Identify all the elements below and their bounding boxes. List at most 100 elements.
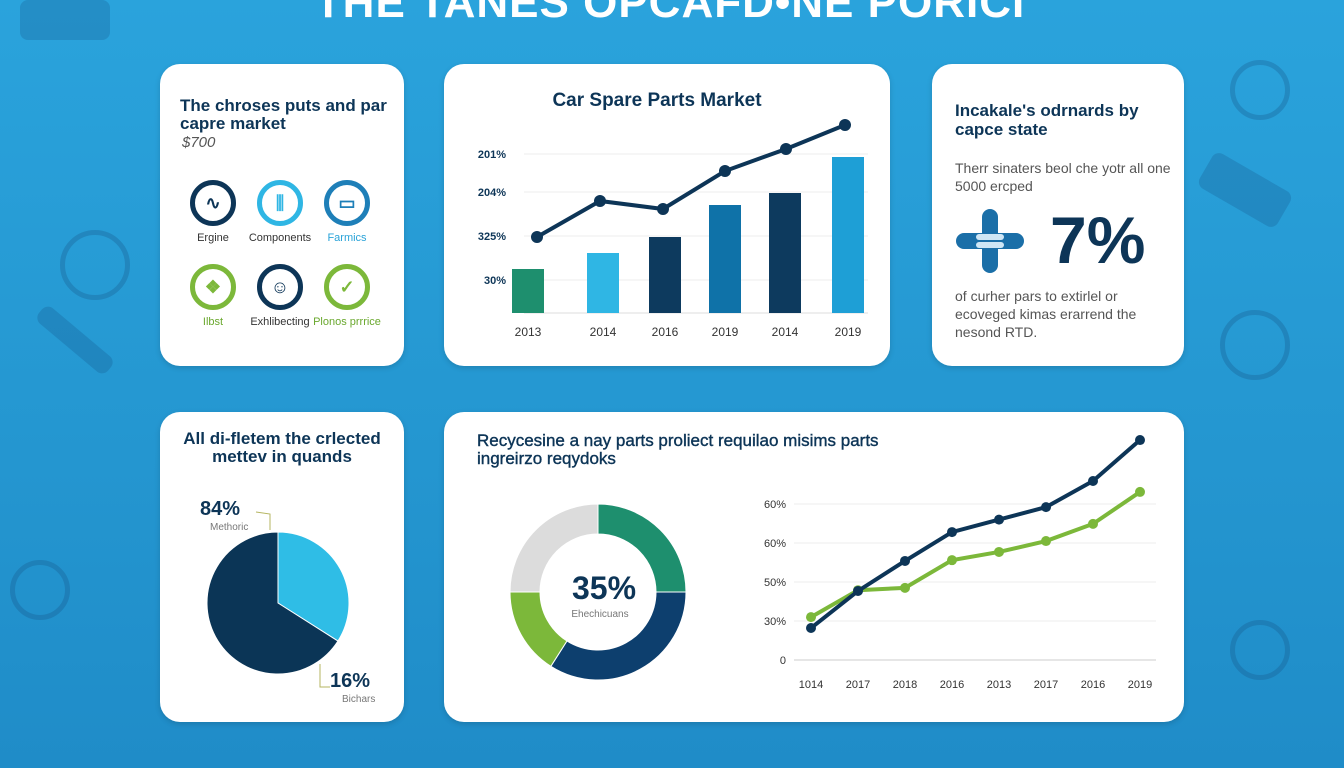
gauge-icon	[1230, 620, 1290, 680]
series-point	[994, 546, 1004, 557]
donut-line-chart: 35% Ehechicuans 0 30% 50% 60% 60% 1014 2017 2018 2…	[509, 435, 1156, 691]
card-title: All di-fletem the crlected mettev in qua…	[183, 429, 381, 466]
x-tick-label: 2019	[712, 325, 739, 339]
series-point	[900, 582, 910, 593]
leader-line	[255, 511, 271, 530]
series-point	[947, 527, 957, 538]
series-point	[1041, 536, 1051, 547]
trend-point	[719, 165, 731, 177]
x-tick-label: 2019	[1128, 679, 1152, 691]
donut-slice	[509, 591, 568, 667]
gear-icon	[1230, 60, 1290, 120]
stat-note: of curher pars to extirlel or ecoveged k…	[955, 288, 1137, 340]
bar-chart-card: Car Spare Parts Market 30% 325% 204% 201% 201…	[444, 64, 890, 366]
chart-title: Car Spare Parts Market	[552, 90, 762, 111]
y-tick-label: 201%	[478, 149, 506, 161]
icon-label: Ilbst	[202, 316, 224, 328]
trend-point	[839, 119, 851, 131]
x-tick-label: 2017	[1034, 679, 1058, 691]
series-point	[1088, 518, 1098, 529]
part-icon	[20, 0, 110, 40]
exhaust-icon: ☺	[257, 264, 303, 310]
x-tick-label: 2018	[893, 679, 917, 691]
series-point	[947, 555, 957, 566]
series-point	[806, 623, 816, 634]
icon-label: Ergine	[197, 232, 229, 244]
trend-point	[780, 143, 792, 155]
bar	[587, 253, 619, 313]
bar	[709, 205, 741, 313]
donut-center-value: 35%	[572, 570, 636, 606]
series-point	[1135, 486, 1145, 497]
x-tick-label: 2016	[1081, 679, 1105, 691]
bar	[512, 269, 544, 313]
series-point	[994, 514, 1004, 525]
card-title: Incakale's odrnards by capce state	[955, 101, 1139, 139]
icon-label: Farmics	[327, 232, 367, 244]
x-tick-label: 2013	[987, 679, 1011, 691]
stat-card: Incakale's odrnards by capce state Therr…	[932, 64, 1184, 366]
recycling-card: Recycesine a nay parts proliect requilao…	[444, 412, 1184, 722]
y-tick-label: 60%	[764, 499, 786, 511]
battery-icon: ❖	[190, 264, 236, 310]
stat-value: 7%	[1050, 203, 1146, 277]
pie-slice	[206, 531, 339, 675]
icon-label: Exhlibecting	[250, 316, 310, 328]
series-point	[900, 555, 910, 566]
pie-label-pct: 16%	[330, 670, 370, 692]
part-icon	[1196, 150, 1294, 230]
x-tick-label: 2014	[772, 325, 799, 339]
card-value: $700	[182, 134, 216, 151]
donut-slice	[509, 503, 599, 593]
components-icon: ⫼	[257, 180, 303, 226]
card-text: Therr sinaters beol che yotr all one 500…	[955, 160, 1171, 194]
bar-chart: Car Spare Parts Market 30% 325% 204% 201% 201…	[478, 90, 868, 339]
series-point	[853, 585, 863, 596]
series-point	[1135, 435, 1145, 446]
bar	[649, 237, 681, 313]
x-tick-label: 2017	[846, 679, 870, 691]
trend-line	[536, 123, 846, 239]
card-title: Recycesine a nay parts proliect requilao…	[477, 431, 879, 468]
trend-point	[657, 203, 669, 215]
series-point	[806, 612, 816, 623]
pie-label-name: Methoric	[210, 522, 248, 533]
y-tick-label: 30%	[764, 616, 786, 628]
frames-icon: ▭	[324, 180, 370, 226]
bar	[769, 193, 801, 313]
x-tick-label: 1014	[799, 679, 823, 691]
trend-point	[594, 195, 606, 207]
x-tick-label: 2019	[835, 325, 862, 339]
gear-icon	[10, 560, 70, 620]
x-tick-label: 2016	[652, 325, 679, 339]
leader-line	[319, 664, 330, 688]
x-tick-label: 2016	[940, 679, 964, 691]
series-point	[1088, 475, 1098, 486]
engine-icon: ∿	[190, 180, 236, 226]
plus-bandage-icon	[956, 209, 1024, 273]
y-tick-label: 0	[780, 655, 786, 667]
x-tick-label: 2013	[515, 325, 542, 339]
icon-label: Plonos prrrice	[313, 316, 381, 328]
categories-card: The chroses puts and par capre market $7…	[160, 64, 404, 366]
icon-label: Components	[248, 232, 312, 244]
page-title: THE TANES OPCAFD•NE PORICI	[314, 0, 1026, 27]
bar	[832, 157, 864, 313]
series-line	[810, 490, 1142, 619]
trend-point	[531, 231, 543, 243]
check-icon: ✓	[324, 264, 370, 310]
donut-slice	[550, 591, 687, 681]
y-tick-label: 30%	[484, 275, 506, 287]
wrench-icon	[34, 303, 116, 377]
pie-card: All di-fletem the crlected mettev in qua…	[160, 412, 404, 722]
y-tick-label: 60%	[764, 538, 786, 550]
donut-center-label: Ehechicuans	[571, 609, 628, 620]
series-point	[1041, 502, 1051, 513]
card-title: The chroses puts and par capre market	[180, 96, 387, 133]
gear-icon	[1220, 310, 1290, 380]
y-tick-label: 50%	[764, 577, 786, 589]
series-line	[809, 438, 1142, 630]
y-tick-label: 325%	[478, 231, 506, 243]
pie-label-name: Bichars	[342, 694, 375, 705]
x-tick-label: 2014	[590, 325, 617, 339]
